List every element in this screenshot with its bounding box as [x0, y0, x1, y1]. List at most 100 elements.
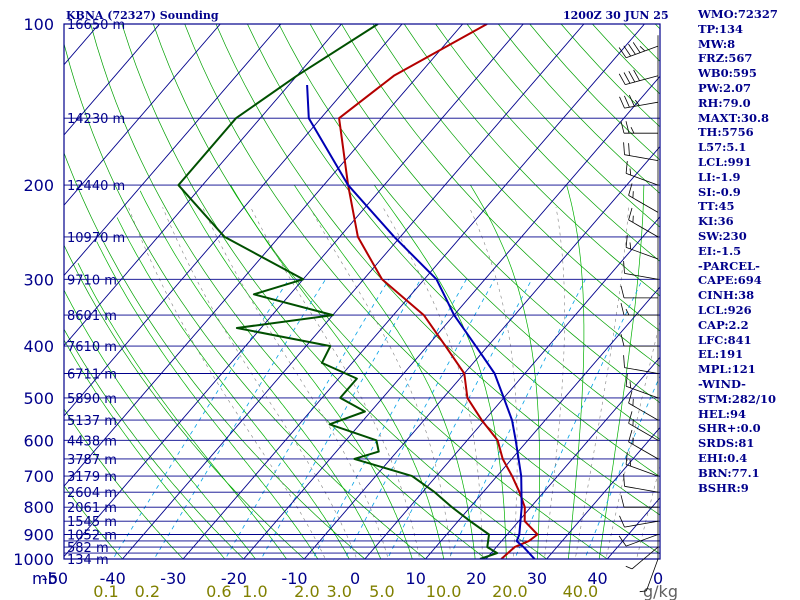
pressure-tick-label: 700 [23, 467, 54, 486]
wind-barb [624, 101, 659, 109]
wind-barb [624, 520, 659, 528]
index-value: EI:-1.5 [698, 243, 742, 258]
wind-barb-flag [620, 303, 625, 316]
wind-barb-flag [618, 535, 627, 547]
auxiliary-line [309, 207, 452, 559]
pressure-tick-label: 800 [23, 498, 54, 517]
moist-adiabat [566, 185, 585, 559]
wind-barb-flag [633, 69, 640, 81]
height-label: 12440 m [67, 179, 125, 194]
height-label: 6711 m [67, 368, 117, 383]
wind-barb [625, 385, 659, 399]
index-value: BSHR:9 [698, 480, 749, 495]
index-value: EHI:0.4 [698, 450, 748, 465]
dry-adiabat [278, 24, 660, 440]
index-value: KI:36 [698, 214, 734, 229]
dry-adiabat [372, 24, 660, 332]
moist-adiabat [294, 184, 476, 559]
height-label: 4438 m [67, 434, 117, 449]
temperature-tick-label: 0 [350, 569, 360, 588]
height-label: 5890 m [67, 392, 117, 407]
auxiliary-line [202, 207, 389, 559]
wind-barb [624, 485, 659, 493]
index-value: LCL:926 [698, 302, 752, 317]
index-value: -PARCEL- [698, 258, 760, 273]
isotherm [64, 24, 524, 558]
index-value: EL:191 [698, 347, 744, 362]
index-value: LI:-1.9 [698, 169, 741, 184]
wind-barb [625, 247, 659, 260]
index-value: CAP:2.2 [698, 317, 749, 332]
mixing-ratio-line [387, 279, 533, 559]
index-value: MPL:121 [698, 362, 756, 377]
isotherm [0, 24, 39, 570]
wind-barb-flag [629, 381, 632, 389]
height-label: 1052 m [67, 529, 117, 544]
wind-barb-flag [639, 590, 647, 593]
pressure-tick-label: 500 [23, 389, 54, 408]
dry-adiabat [341, 24, 660, 367]
wind-barb [625, 464, 659, 477]
dry-adiabat [64, 42, 427, 559]
wind-barb-flag [619, 515, 625, 528]
height-label: 16650 m [67, 18, 125, 33]
index-value: LFC:841 [698, 332, 752, 347]
wind-barb-flag [628, 94, 635, 107]
dry-adiabat [184, 24, 660, 555]
indices-panel: WMO:72327 TP:134 MW:8 FRZ:567 WB0:595 PW:2.07… [698, 7, 798, 495]
index-value: CINH:38 [698, 288, 755, 303]
height-label: 3179 m [67, 470, 117, 485]
wind-barb [625, 45, 659, 59]
wind-barb-flag [625, 235, 628, 248]
height-label: 14230 m [67, 112, 125, 127]
wind-barb [628, 422, 659, 441]
wind-barb [631, 546, 659, 570]
dry-adiabat [90, 24, 487, 559]
temperature-trace [338, 24, 539, 559]
wind-barb [625, 75, 659, 85]
pressure-tick-label: 100 [23, 15, 54, 34]
dry-adiabat [403, 24, 660, 297]
isotherm [485, 356, 660, 559]
wind-barb [624, 154, 659, 161]
temperature-tick-label: -30 [160, 569, 186, 588]
station-title: KBNA (72327) Sounding [66, 9, 219, 22]
wind-barb-flag [619, 96, 625, 109]
index-value: MW:8 [698, 36, 736, 51]
height-label: 7610 m [67, 340, 117, 355]
isotherm [64, 24, 403, 417]
index-value: CAPE:694 [698, 273, 762, 288]
moist-adiabat [179, 184, 413, 559]
moist-adiabat [598, 185, 645, 559]
index-value: TH:5756 [698, 125, 754, 140]
index-value: PW:2.07 [698, 80, 752, 95]
moist-adiabat [139, 190, 382, 559]
temperature-tick-label: -40 [100, 569, 126, 588]
index-value: WMO:72327 [698, 7, 778, 21]
wind-barb-flag [623, 473, 625, 487]
wind-barb [624, 273, 659, 280]
isotherm [424, 286, 660, 559]
pressure-tick-label: 400 [23, 337, 54, 356]
wind-barb-flag [634, 99, 640, 106]
mixing-ratio-label: 0.1 [93, 582, 118, 600]
wind-barb-flag [618, 73, 626, 85]
dry-adiabat [64, 328, 245, 559]
height-label: 2061 m [67, 501, 117, 516]
wind-barb [624, 367, 659, 374]
wind-barb-flag [639, 46, 646, 52]
wind-barb-flag [625, 565, 633, 570]
wind-barb-flag [629, 168, 632, 176]
dry-adiabat [64, 244, 305, 559]
index-value: LCL:991 [698, 154, 752, 169]
wind-barb-flag [618, 47, 627, 59]
moist-adiabat [470, 184, 540, 559]
height-label: 582 m [67, 541, 109, 556]
height-label: 134 m [67, 553, 109, 568]
plot-frame [63, 23, 661, 560]
index-value: WB0:595 [698, 66, 757, 81]
wind-barb-flag [623, 142, 625, 155]
isotherm [64, 24, 221, 206]
dry-adiabat [247, 24, 660, 478]
temperature-tick-label: 40 [587, 569, 607, 588]
